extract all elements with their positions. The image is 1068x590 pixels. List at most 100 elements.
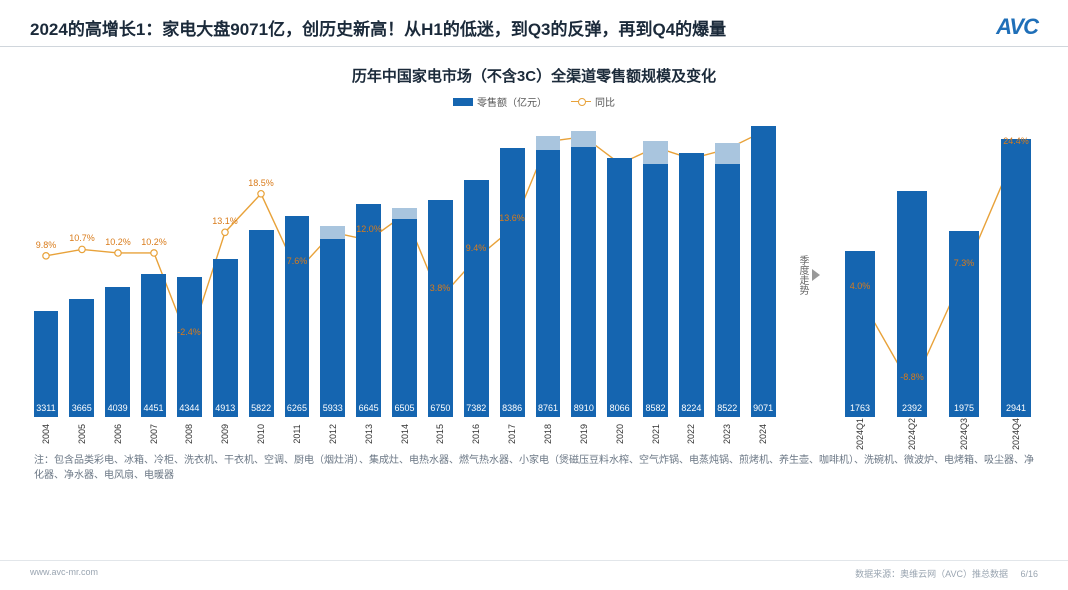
bar-overlay: [715, 143, 740, 164]
bar-col: 19752024Q3: [942, 115, 986, 435]
bar-category: 2016: [471, 418, 481, 450]
yoy-label: 13.1%: [212, 216, 238, 226]
footer: www.avc-mr.com 数据来源：奥维云网（AVC）推总数据 6/16: [0, 560, 1068, 580]
bar: 4913: [213, 259, 238, 417]
bar-main: [500, 148, 525, 417]
yoy-label: -2.4%: [177, 327, 201, 337]
bar-category: 2021: [651, 418, 661, 450]
legend-line-label: 同比: [595, 94, 615, 109]
bar-col: 82242022: [675, 115, 707, 435]
yoy-label: 10.2%: [141, 237, 167, 247]
yoy-label: 3.8%: [430, 283, 451, 293]
yoy-label: 7.6%: [287, 256, 308, 266]
bar-category: 2005: [77, 418, 87, 450]
yoy-label: 7.3%: [954, 258, 975, 268]
bar-category: 2018: [543, 418, 553, 450]
bar-main: [1001, 139, 1031, 417]
bar-category: 2004: [41, 418, 51, 450]
bar-col: 73822016: [460, 115, 492, 435]
yoy-label: 12.0%: [356, 224, 382, 234]
bar: 6645: [356, 204, 381, 417]
bar-main: [69, 299, 94, 417]
bar-col: 43442008: [173, 115, 205, 435]
bar-main: [249, 230, 274, 417]
bars-main: 3311200436652005403920064451200743442008…: [30, 115, 779, 435]
yoy-label: 13.6%: [499, 213, 525, 223]
bar-category: 2008: [184, 418, 194, 450]
bar-col: 89102019: [568, 115, 600, 435]
legend-line: 同比: [571, 94, 615, 109]
bar: 8386: [500, 148, 525, 417]
bar-value: 4344: [177, 403, 202, 413]
bar-main: [141, 274, 166, 417]
bar-category: 2019: [579, 418, 589, 450]
bar-main: [897, 191, 927, 417]
bar-col: 85822021: [640, 115, 672, 435]
bar: 4039: [105, 287, 130, 417]
bar-value: 3311: [34, 403, 59, 413]
bar-col: 59332012: [317, 115, 349, 435]
bar-col: 67502015: [424, 115, 456, 435]
chart-legend: 零售额（亿元） 同比: [30, 94, 1038, 109]
bar: 4451: [141, 274, 166, 417]
bar-value: 3665: [69, 403, 94, 413]
yoy-label: 24.4%: [1003, 136, 1029, 146]
bar-value: 7382: [464, 403, 489, 413]
bar-main: [34, 311, 59, 417]
bar-category: 2024Q1: [855, 412, 865, 456]
bar-col: 85222023: [711, 115, 743, 435]
bar-col: 62652011: [281, 115, 313, 435]
footer-url: www.avc-mr.com: [30, 567, 98, 580]
bar-category: 2020: [615, 418, 625, 450]
footer-page: 6/16: [1020, 569, 1038, 579]
bar: 8582: [643, 141, 668, 417]
bar-category: 2013: [364, 418, 374, 450]
bar: 8522: [715, 143, 740, 417]
page-title: 2024的高增长1：家电大盘9071亿，创历史新高！从H1的低迷，到Q3的反弹，…: [30, 15, 726, 40]
bar-main: [105, 287, 130, 417]
bar-category: 2006: [113, 418, 123, 450]
bar-category: 2024Q2: [907, 412, 917, 456]
bar-col: 66452013: [353, 115, 385, 435]
footer-right: 数据来源：奥维云网（AVC）推总数据 6/16: [855, 567, 1038, 580]
bar-col: 23922024Q2: [890, 115, 934, 435]
bar-overlay: [571, 131, 596, 147]
bar-value: 4451: [141, 403, 166, 413]
legend-bar: 零售额（亿元）: [453, 94, 547, 109]
bar-col: 44512007: [138, 115, 170, 435]
bar-main: [213, 259, 238, 417]
bar-value: 4039: [105, 403, 130, 413]
bar-value: 4913: [213, 403, 238, 413]
bar-category: 2024Q4: [1011, 412, 1021, 456]
bar-category: 2011: [292, 418, 302, 450]
bar: 1763: [845, 251, 875, 417]
bar: 3311: [34, 311, 59, 417]
bar-main: [356, 204, 381, 417]
bar-category: 2024: [758, 418, 768, 450]
bar-col: 80662020: [604, 115, 636, 435]
bar: 7382: [464, 180, 489, 417]
bar-value: 8522: [715, 403, 740, 413]
bar-main: [679, 153, 704, 417]
bar: 5933: [320, 226, 345, 417]
yoy-label: 10.2%: [105, 237, 131, 247]
bar-category: 2023: [722, 418, 732, 450]
bar-category: 2009: [220, 418, 230, 450]
bar-col: 17632024Q1: [838, 115, 882, 435]
bar: 3665: [69, 299, 94, 417]
bar-value: 8910: [571, 403, 596, 413]
bar-main: [751, 126, 776, 417]
bar: 8910: [571, 131, 596, 417]
bar-value: 6505: [392, 403, 417, 413]
bar-value: 6645: [356, 403, 381, 413]
bar: 8761: [536, 136, 561, 417]
chart-container: 历年中国家电市场（不含3C）全渠道零售额规模及变化 零售额（亿元） 同比 331…: [0, 47, 1068, 435]
bar: 4344: [177, 277, 202, 417]
header: 2024的高增长1：家电大盘9071亿，创历史新高！从H1的低迷，到Q3的反弹，…: [0, 0, 1068, 47]
bar-value: 5933: [320, 403, 345, 413]
bar: 2941: [1001, 139, 1031, 417]
bar-value: 5822: [249, 403, 274, 413]
bar-category: 2017: [507, 418, 517, 450]
bar-main: [845, 251, 875, 417]
bar-value: 8066: [607, 403, 632, 413]
